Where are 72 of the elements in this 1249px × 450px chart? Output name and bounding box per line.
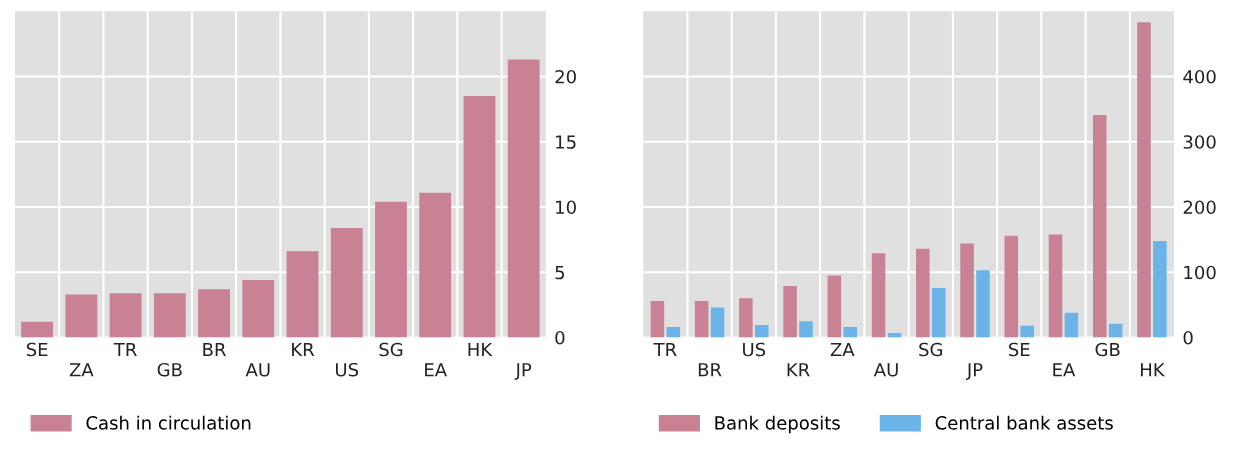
x-tick-label: BR	[698, 363, 722, 377]
x-tick-label: JP	[514, 363, 532, 380]
bar	[330, 227, 363, 338]
bar	[916, 248, 930, 338]
bar	[1153, 240, 1167, 338]
x-tick-label: SG	[919, 342, 943, 357]
bar	[755, 325, 769, 338]
x-tick-label: US	[335, 362, 359, 377]
bar	[153, 293, 186, 338]
y-tick-label: 400	[1183, 69, 1216, 84]
y-tick-label: 300	[1183, 135, 1216, 149]
bar	[242, 280, 275, 338]
x-tick-label: EA	[425, 363, 447, 377]
x-tick-label: GB	[157, 362, 182, 377]
y-tick-label: 5	[555, 265, 565, 280]
y-tick-label: 0	[1183, 330, 1193, 345]
y-tick-label: 200	[1183, 200, 1216, 215]
y-tick-label: 100	[1184, 265, 1216, 280]
x-tick-label: ZA	[830, 342, 855, 357]
bar	[419, 192, 452, 338]
x-tick-label: SG	[379, 342, 403, 357]
bar	[739, 298, 753, 338]
bar	[650, 300, 665, 338]
bar	[827, 275, 842, 338]
legend-label: Cash in circulation	[86, 415, 251, 430]
bar	[1020, 325, 1034, 338]
bar	[1064, 312, 1079, 338]
bar	[1048, 234, 1063, 338]
bar	[1004, 235, 1019, 338]
x-tick-label: ZA	[69, 363, 94, 377]
legend-label: Bank deposits	[715, 415, 840, 434]
bar	[666, 327, 681, 338]
x-tick-label: TR	[653, 342, 677, 357]
x-tick-label: SE	[26, 342, 48, 357]
bar	[799, 321, 813, 338]
bar	[931, 287, 946, 338]
bar	[109, 293, 142, 338]
bar	[710, 307, 725, 338]
x-tick-label: AU	[245, 363, 270, 377]
bar	[507, 59, 540, 338]
x-tick-label: KR	[292, 342, 315, 357]
x-tick-label: GB	[1095, 342, 1120, 357]
x-tick-label: AU	[873, 363, 898, 377]
bar	[783, 285, 797, 338]
legend-label: Central bank assets	[935, 415, 1113, 430]
bar	[843, 327, 858, 338]
y-tick-label: 15	[556, 135, 576, 149]
bar	[1092, 115, 1107, 338]
bar	[21, 321, 54, 338]
x-tick-label: JP	[965, 363, 983, 380]
x-tick-label: KR	[787, 363, 810, 377]
bar	[960, 243, 974, 338]
bar	[286, 251, 319, 338]
bar	[198, 289, 230, 338]
bar	[871, 253, 886, 338]
x-tick-label: EA	[1053, 363, 1076, 377]
bar	[1137, 22, 1151, 338]
x-tick-label: HK	[468, 342, 493, 357]
bar	[375, 201, 407, 338]
y-tick-label: 20	[555, 69, 576, 84]
x-tick-label: US	[743, 342, 766, 357]
x-tick-label: HK	[1141, 363, 1166, 377]
bar	[976, 270, 990, 338]
bar	[65, 294, 98, 338]
x-tick-label: TR	[113, 342, 137, 357]
bar	[1108, 323, 1123, 338]
y-tick-label: 10	[556, 200, 576, 215]
bar	[463, 96, 496, 338]
bar	[694, 300, 709, 338]
x-tick-label: BR	[203, 342, 226, 357]
y-tick-label: 0	[555, 330, 565, 345]
x-tick-label: SE	[1008, 342, 1030, 357]
